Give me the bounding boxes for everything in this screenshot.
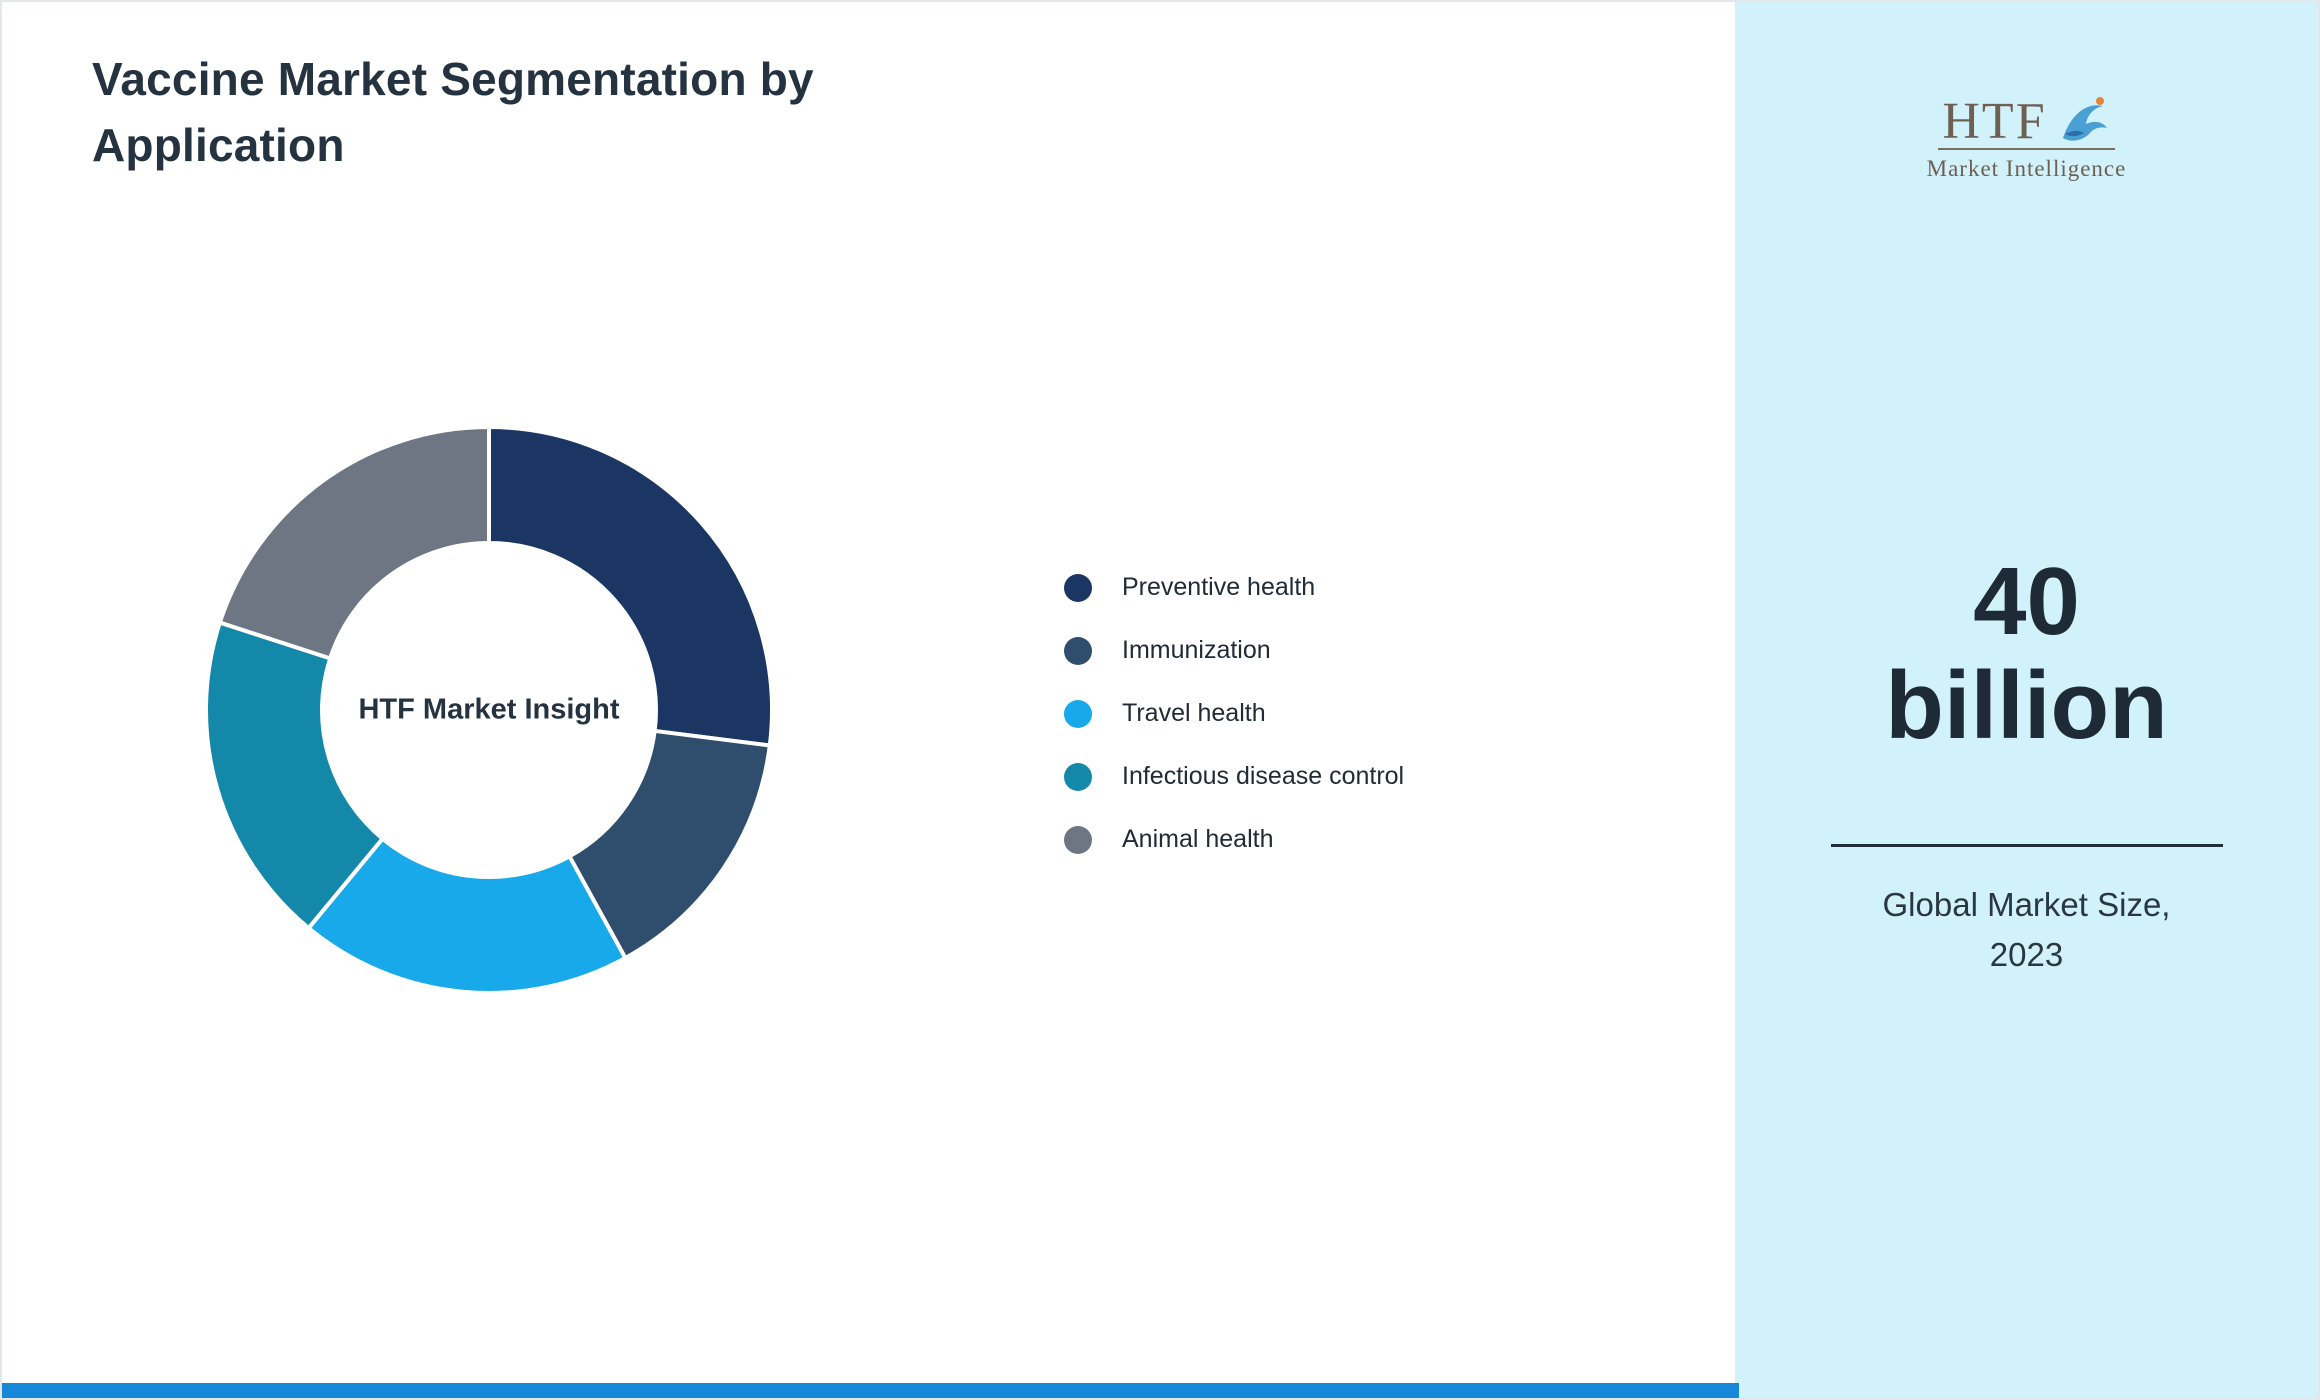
legend-color-dot bbox=[1064, 825, 1092, 854]
legend-color-dot bbox=[1064, 636, 1092, 665]
dolphin-icon bbox=[2062, 97, 2107, 141]
chart-legend: Preventive health Immunization Travel heal… bbox=[1064, 568, 1404, 859]
legend-item-animal-health: Animal health bbox=[1064, 820, 1404, 859]
brand-logo-subtext: Market Intelligence bbox=[1926, 156, 2127, 181]
legend-label: Infectious disease control bbox=[1122, 762, 1405, 790]
side-panel: HTF Market Intelligence 40 billion Globa… bbox=[1735, 2, 2318, 1398]
legend-label: Preventive health bbox=[1122, 573, 1316, 601]
stat-label: Global Market Size, 2023 bbox=[1882, 886, 2171, 973]
donut-segment-infectious-disease-control bbox=[204, 620, 385, 931]
legend-item-immunization: Immunization bbox=[1064, 631, 1404, 670]
donut-chart: HTF Market Insight bbox=[199, 420, 779, 1000]
brand-logo-row: HTF bbox=[1938, 92, 2115, 150]
stat-value: 40 billion bbox=[1885, 548, 2168, 759]
legend-color-dot bbox=[1064, 573, 1092, 602]
legend-item-infectious-disease-control: Infectious disease control bbox=[1064, 757, 1404, 796]
legend-label: Travel health bbox=[1122, 699, 1266, 727]
legend-label: Immunization bbox=[1122, 636, 1271, 664]
page-title: Vaccine Market Segmentation by Applicati… bbox=[92, 53, 814, 172]
brand-logo: HTF Market Intelligence bbox=[1735, 94, 2318, 182]
legend-color-dot bbox=[1064, 699, 1092, 728]
donut-center-label: HTF Market Insight bbox=[358, 693, 620, 726]
donut-segment-preventive-health bbox=[487, 425, 774, 748]
legend-color-dot bbox=[1064, 762, 1092, 791]
donut-segment-immunization bbox=[567, 728, 772, 960]
legend-item-travel-health: Travel health bbox=[1064, 694, 1404, 733]
donut-segment-travel-health bbox=[306, 836, 628, 995]
donut-segment-animal-health bbox=[217, 425, 491, 661]
bottom-accent-bar bbox=[2, 1383, 1739, 1398]
brand-logo-text: HTF bbox=[1942, 92, 2047, 150]
legend-label: Animal health bbox=[1122, 825, 1274, 853]
legend-item-preventive-health: Preventive health bbox=[1064, 568, 1404, 607]
donut-chart-svg bbox=[204, 425, 774, 995]
stat-divider bbox=[1830, 844, 2223, 847]
